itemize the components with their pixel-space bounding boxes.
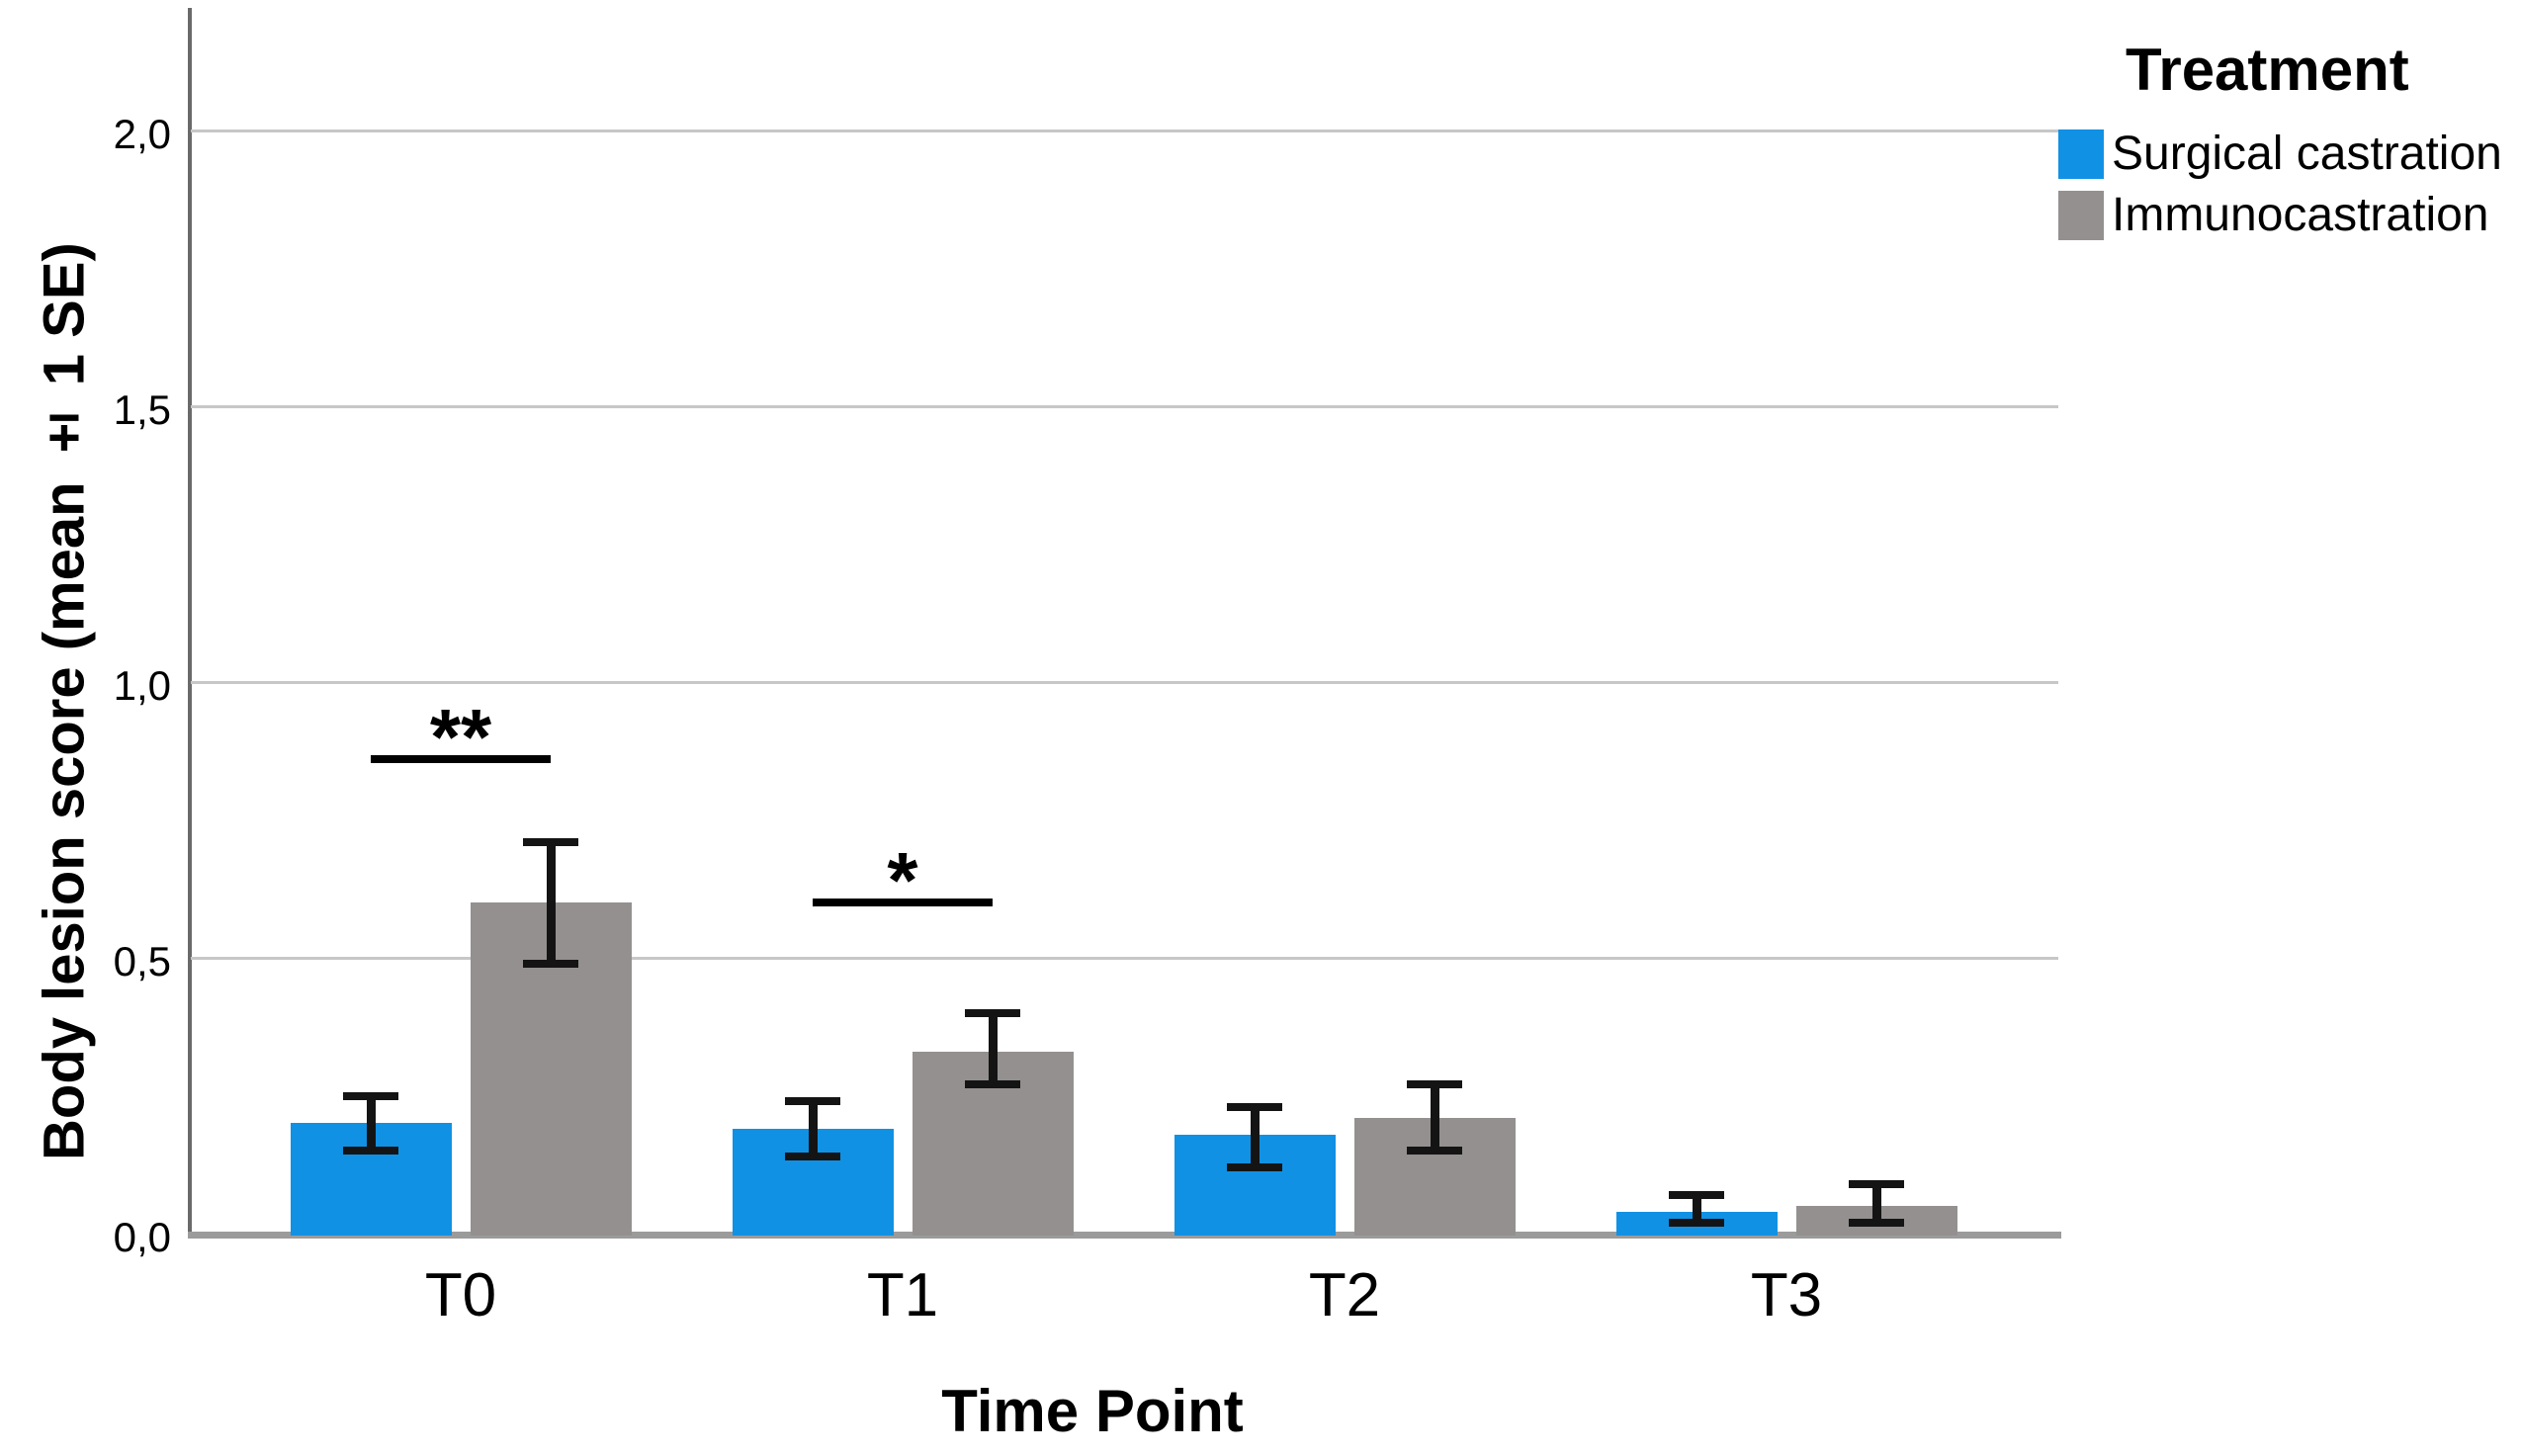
legend-swatch-immunocastration <box>2058 191 2104 240</box>
error-bar-cap-top <box>1849 1179 1904 1188</box>
error-bar-cap-bottom <box>1227 1163 1282 1172</box>
y-tick-label: 2,0 <box>113 111 171 157</box>
x-tick-label-t2: T2 <box>1308 1261 1381 1329</box>
y-axis-line <box>188 8 192 1239</box>
error-bar-stem <box>1692 1194 1701 1223</box>
error-bar-stem <box>366 1095 376 1152</box>
legend-title: Treatment <box>2126 37 2409 103</box>
error-bar-stem <box>1250 1106 1260 1168</box>
error-bar-stem <box>1430 1084 1439 1152</box>
y-tick-label: 0,5 <box>113 938 171 985</box>
x-axis-line <box>188 1232 2061 1239</box>
error-bar-stem <box>988 1012 998 1085</box>
x-axis-title: Time Point <box>941 1378 1244 1444</box>
error-bar-cap-top <box>523 837 578 846</box>
error-bar-cap-top <box>785 1097 840 1106</box>
error-bar-cap-bottom <box>1849 1218 1904 1227</box>
error-bar-cap-bottom <box>523 959 578 968</box>
error-bar-cap-top <box>1669 1190 1724 1199</box>
error-bar-cap-top <box>1407 1080 1462 1089</box>
gridline-1,5 <box>191 404 2058 408</box>
error-bar-stem <box>1871 1183 1881 1223</box>
error-bar-cap-top <box>965 1008 1020 1017</box>
gridline-0,5 <box>191 956 2058 960</box>
y-tick-label: 1,0 <box>113 662 171 709</box>
gridline-2,0 <box>191 128 2058 132</box>
y-tick-label: 0,0 <box>113 1214 171 1260</box>
significance-line-t0 <box>371 755 551 764</box>
error-bar-cap-top <box>1227 1102 1282 1111</box>
gridline-1,0 <box>191 680 2058 684</box>
significance-label-t0: ** <box>429 693 492 782</box>
error-bar-stem <box>808 1101 818 1156</box>
legend-label-surgical-castration: Surgical castration <box>2112 128 2502 180</box>
significance-line-t1 <box>813 899 993 907</box>
error-bar-cap-bottom <box>965 1080 1020 1089</box>
error-bar-cap-bottom <box>785 1152 840 1160</box>
error-bar-cap-bottom <box>1669 1218 1724 1227</box>
x-tick-label-t3: T3 <box>1750 1261 1823 1329</box>
x-tick-label-t0: T0 <box>424 1261 497 1329</box>
x-tick-label-t1: T1 <box>866 1261 939 1329</box>
significance-label-t1: * <box>887 836 918 925</box>
error-bar-cap-bottom <box>343 1147 398 1156</box>
error-bar-cap-top <box>343 1091 398 1100</box>
legend-label-immunocastration: Immunocastration <box>2112 189 2489 241</box>
y-tick-label: 1,5 <box>113 386 171 433</box>
legend-swatch-surgical-castration <box>2058 129 2104 179</box>
error-bar-cap-bottom <box>1407 1147 1462 1156</box>
error-bar-stem <box>546 841 556 964</box>
